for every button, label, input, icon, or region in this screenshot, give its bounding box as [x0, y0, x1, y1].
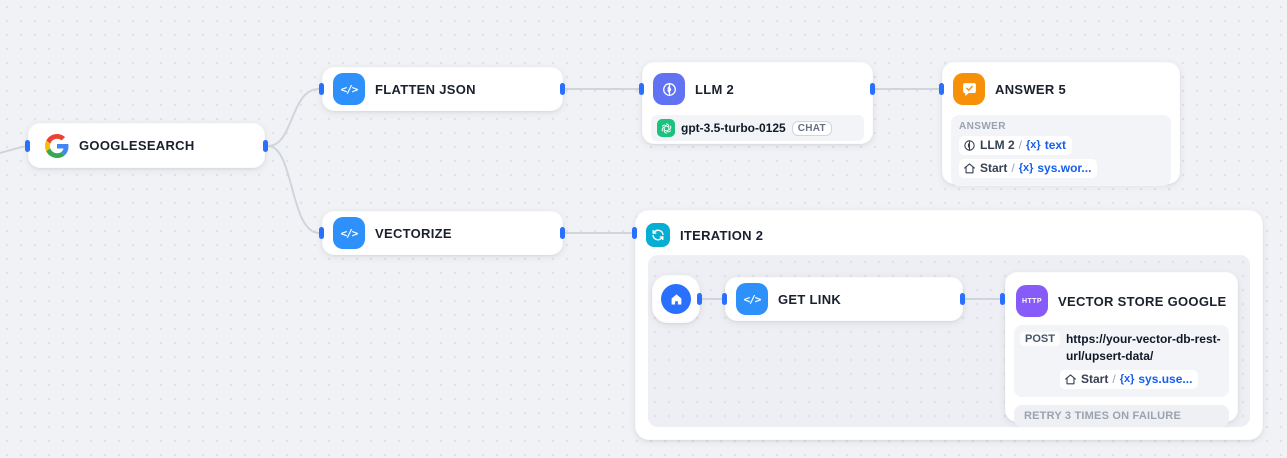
handle-getlink-in[interactable] [722, 293, 727, 305]
answer-icon [953, 73, 985, 105]
iteration-title: ITERATION 2 [680, 227, 764, 243]
http-icon: HTTP [1016, 285, 1048, 317]
handle-llm2-in[interactable] [639, 83, 644, 95]
answer-panel: ANSWER LLM 2 / {x} text [951, 115, 1171, 186]
llm-icon [653, 73, 685, 105]
node-flatten-json[interactable]: </> FLATTEN JSON [322, 67, 563, 111]
llm-model-name: gpt-3.5-turbo-0125 [681, 121, 786, 135]
llm-model-row: gpt-3.5-turbo-0125 CHAT [651, 115, 864, 141]
handle-vectorize-in[interactable] [319, 227, 324, 239]
answer-section-label: ANSWER [959, 121, 1006, 132]
flatten-json-title: FLATTEN JSON [375, 81, 476, 97]
handle-getlink-out[interactable] [960, 293, 965, 305]
handle-googlesearch-out[interactable] [263, 140, 268, 152]
node-vector-store-google[interactable]: HTTP VECTOR STORE GOOGLE POST https://yo… [1005, 272, 1238, 427]
get-link-title: GET LINK [778, 291, 842, 307]
llm-2-title: LLM 2 [695, 81, 735, 97]
iteration-start-home-icon [661, 284, 691, 314]
llm-model-badge: CHAT [791, 120, 832, 136]
node-iteration-start[interactable] [652, 275, 700, 323]
google-logo-icon [45, 133, 69, 158]
code-icon: </> [333, 73, 365, 105]
home-icon [963, 162, 976, 175]
googlesearch-title: GOOGLESEARCH [79, 138, 195, 153]
home-icon [1064, 373, 1077, 386]
handle-vectorize-out[interactable] [560, 227, 565, 239]
handle-iterationstart-out[interactable] [697, 293, 702, 305]
openai-icon [657, 119, 675, 137]
llm-icon [963, 139, 976, 152]
node-answer-5[interactable]: ANSWER 5 ANSWER LLM 2 / {x} text [942, 62, 1180, 186]
variable-ref-start-sysuse: Start / {x} sys.use... [1060, 369, 1199, 389]
variable-ref-start-syswor: Start / {x} sys.wor... [959, 159, 1098, 178]
handle-llm2-out[interactable] [870, 83, 875, 95]
node-vectorize[interactable]: </> VECTORIZE [322, 211, 563, 255]
retry-label: RETRY 3 TIMES ON FAILURE [1014, 404, 1229, 427]
answer-5-title: ANSWER 5 [995, 81, 1067, 97]
handle-googlesearch-in[interactable] [25, 140, 30, 152]
http-method-badge: POST [1020, 332, 1060, 346]
node-googlesearch[interactable]: GOOGLESEARCH [28, 123, 265, 168]
edge-googlesearch-flattenjson[interactable] [267, 88, 320, 147]
handle-iteration2-in[interactable] [632, 227, 637, 239]
edge-incoming-googlesearch[interactable] [0, 145, 26, 154]
handle-vectorstore-in[interactable] [1000, 293, 1005, 305]
variable-ref-llm2-text: LLM 2 / {x} text [959, 136, 1073, 155]
handle-flattenjson-out[interactable] [560, 83, 565, 95]
http-url: https://your-vector-db-rest-url/upsert-d… [1065, 332, 1221, 364]
node-get-link[interactable]: </> GET LINK [725, 277, 963, 321]
iteration-icon [646, 223, 670, 247]
node-llm-2[interactable]: LLM 2 gpt-3.5-turbo-0125 CHAT [642, 62, 873, 144]
vector-store-google-title: VECTOR STORE GOOGLE [1058, 293, 1227, 309]
code-icon: </> [736, 283, 768, 315]
handle-flattenjson-in[interactable] [319, 83, 324, 95]
vectorize-title: VECTORIZE [375, 225, 452, 241]
code-icon: </> [333, 217, 365, 249]
handle-answer5-in[interactable] [939, 83, 944, 95]
http-request-panel: POST https://your-vector-db-rest-url/ups… [1014, 325, 1229, 397]
edge-googlesearch-vectorize[interactable] [267, 145, 320, 234]
